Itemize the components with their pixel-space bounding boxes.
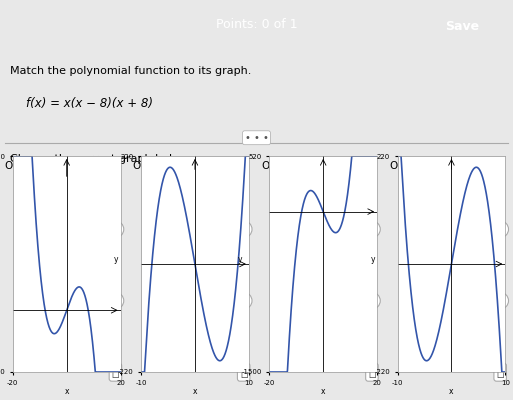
Text: Q: Q	[239, 224, 248, 234]
Y-axis label: y: y	[238, 255, 242, 264]
Text: • • •: • • •	[245, 133, 268, 143]
Text: ⧉: ⧉	[368, 366, 376, 379]
Text: Q: Q	[367, 224, 377, 234]
Text: ⧉: ⧉	[112, 366, 119, 379]
Text: O A.: O A.	[5, 161, 27, 171]
Text: O B.: O B.	[133, 161, 155, 171]
Text: Q: Q	[239, 296, 248, 306]
Text: Save: Save	[445, 20, 479, 32]
X-axis label: x: x	[449, 387, 453, 396]
Text: Q: Q	[111, 296, 120, 306]
Y-axis label: y: y	[370, 255, 375, 264]
Text: O D.: O D.	[390, 161, 413, 171]
X-axis label: x: x	[65, 387, 69, 396]
Text: Q: Q	[367, 296, 377, 306]
Text: ⧉: ⧉	[240, 366, 247, 379]
Text: Q: Q	[111, 224, 120, 234]
Text: ⧉: ⧉	[497, 366, 504, 379]
Text: Q: Q	[496, 296, 505, 306]
Y-axis label: y: y	[114, 255, 119, 264]
Text: Points: 0 of 1: Points: 0 of 1	[215, 18, 298, 30]
Text: Q: Q	[496, 224, 505, 234]
Text: O C.: O C.	[262, 161, 284, 171]
Text: f(x) = x(x − 8)(x + 8): f(x) = x(x − 8)(x + 8)	[26, 97, 153, 110]
X-axis label: x: x	[321, 387, 325, 396]
Text: Match the polynomial function to its graph.: Match the polynomial function to its gra…	[10, 66, 252, 76]
X-axis label: x: x	[193, 387, 197, 396]
Text: Choose the correct graph below.: Choose the correct graph below.	[10, 154, 191, 164]
